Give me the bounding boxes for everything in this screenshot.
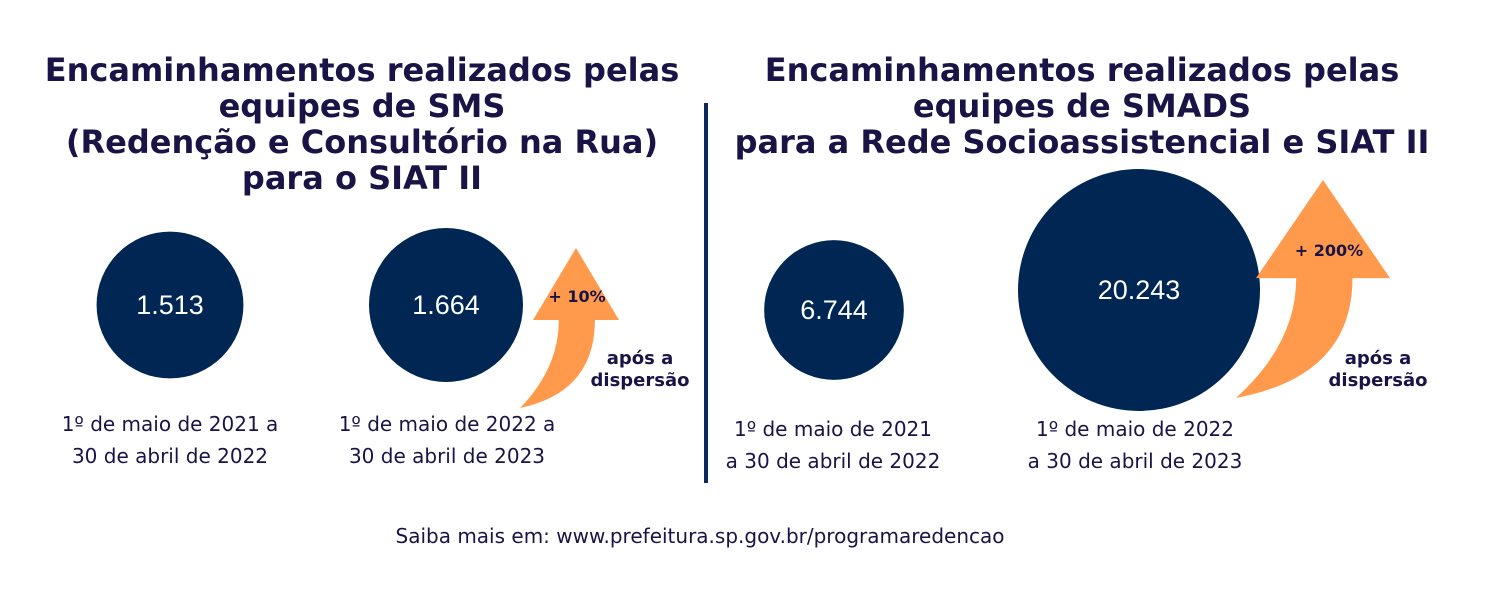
period-label-sms-2021: 1º de maio de 2021 a 30 de abril de 2022 — [61, 412, 279, 468]
change-label-0: + 10% — [548, 287, 605, 306]
change-label-1: + 200% — [1295, 241, 1363, 260]
bubble-0-1 — [369, 228, 523, 382]
chart-title-smads: Encaminhamentos realizados pelas equipes… — [734, 51, 1430, 161]
bubble-value-label-1-1: 20.243 — [1098, 275, 1181, 305]
period-label-smads-2021: 1º de maio de 2021 a 30 de abril de 2022 — [725, 417, 941, 473]
bubble-value-label-0-1: 1.664 — [412, 290, 480, 320]
period-label-smads-2022: 1º de maio de 2022 a 30 de abril de 2023 — [1027, 417, 1243, 473]
chart-title-sms: Encaminhamentos realizados pelas equipes… — [44, 51, 680, 197]
bubble-1-0 — [764, 240, 904, 380]
bubble-value-label-0-0: 1.513 — [136, 290, 204, 320]
footer-link[interactable]: Saiba mais em: www.prefeitura.sp.gov.br/… — [395, 524, 1005, 548]
bubble-0-0 — [96, 231, 244, 379]
change-note-smads: após a dispersão — [1328, 348, 1428, 391]
change-note-sms: após a dispersão — [590, 348, 690, 391]
bubble-value-label-1-0: 6.744 — [800, 295, 868, 325]
panel-divider — [704, 103, 708, 483]
growth-arrow-1 — [1235, 180, 1390, 398]
period-label-sms-2022: 1º de maio de 2022 a 30 de abril de 2023 — [338, 412, 556, 468]
growth-arrow-0 — [520, 248, 619, 408]
bubble-1-1 — [1018, 169, 1260, 411]
